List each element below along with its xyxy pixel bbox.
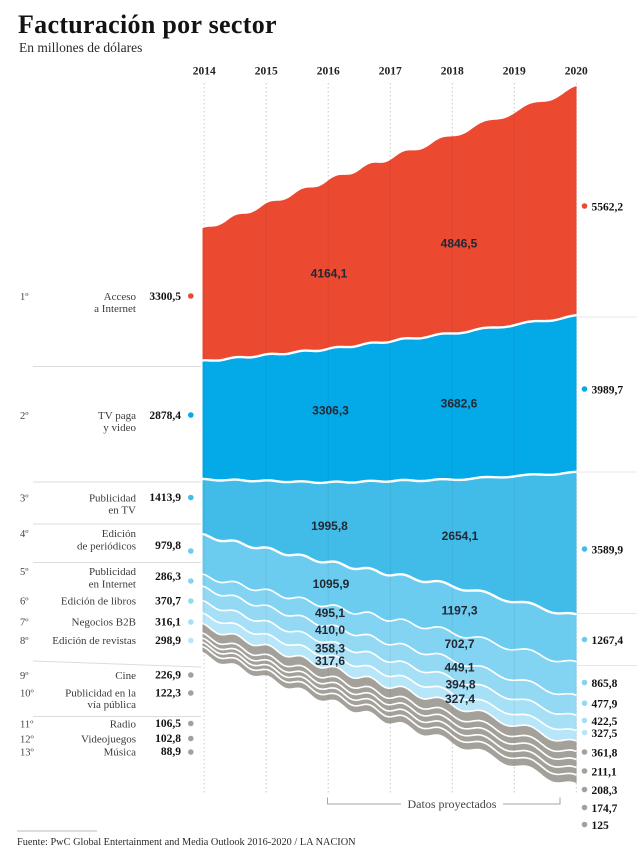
svg-text:2017: 2017 [379,66,402,78]
svg-text:3682,6: 3682,6 [441,397,478,411]
svg-text:1º: 1º [20,292,29,303]
svg-text:327,4: 327,4 [445,692,475,706]
svg-text:477,9: 477,9 [592,699,618,711]
svg-text:Edición de revistas: Edición de revistas [52,635,136,647]
svg-text:2654,1: 2654,1 [442,529,479,543]
svg-text:495,1: 495,1 [315,606,345,620]
svg-text:8º: 8º [20,636,29,647]
svg-text:Edición: Edición [102,528,137,540]
svg-text:2019: 2019 [503,66,526,78]
svg-text:1995,8: 1995,8 [311,519,348,533]
svg-text:1197,3: 1197,3 [441,604,477,618]
svg-text:211,1: 211,1 [592,767,617,779]
svg-text:1413,9: 1413,9 [149,492,181,504]
svg-text:208,3: 208,3 [592,785,618,797]
svg-text:422,5: 422,5 [592,716,618,728]
svg-text:11º: 11º [20,720,34,731]
svg-text:2018: 2018 [441,66,464,78]
svg-text:4º: 4º [20,529,29,540]
svg-text:286,3: 286,3 [155,571,181,583]
svg-text:Música: Música [104,747,137,759]
svg-text:Acceso: Acceso [104,291,137,303]
svg-text:en TV: en TV [108,505,136,517]
svg-text:Cine: Cine [115,670,136,682]
svg-text:12º: 12º [20,735,35,746]
svg-text:370,7: 370,7 [155,596,181,608]
svg-text:Videojuegos: Videojuegos [81,734,136,746]
svg-text:Radio: Radio [110,719,137,731]
svg-text:358,3: 358,3 [315,642,345,656]
svg-text:102,8: 102,8 [155,733,181,745]
svg-text:2014: 2014 [193,66,216,78]
svg-text:Edición de libros: Edición de libros [61,596,136,608]
svg-text:316,1: 316,1 [155,617,181,629]
svg-text:y video: y video [103,422,136,434]
svg-text:13º: 13º [20,748,35,759]
svg-text:Datos proyectados: Datos proyectados [408,797,497,811]
svg-text:7º: 7º [20,618,29,629]
svg-text:2015: 2015 [255,66,278,78]
svg-text:En millones de dólares: En millones de dólares [19,40,142,55]
svg-text:702,7: 702,7 [444,637,474,651]
svg-text:Publicidad en la: Publicidad en la [65,688,136,700]
svg-text:3589,9: 3589,9 [592,545,624,557]
svg-text:88,9: 88,9 [161,746,181,758]
svg-text:Publicidad: Publicidad [89,493,137,505]
svg-text:Publicidad: Publicidad [89,566,137,578]
svg-text:174,7: 174,7 [592,803,618,815]
svg-text:4164,1: 4164,1 [311,267,348,281]
svg-text:TV paga: TV paga [98,410,136,422]
svg-text:394,8: 394,8 [445,678,475,692]
svg-text:979,8: 979,8 [155,540,181,552]
svg-text:10º: 10º [20,689,35,700]
svg-text:a Internet: a Internet [94,303,136,315]
svg-text:Fuente: PwC Global Entertainme: Fuente: PwC Global Entertainment and Med… [17,837,356,848]
svg-text:3300,5: 3300,5 [149,291,181,303]
svg-text:en Internet: en Internet [89,579,136,591]
svg-text:5º: 5º [20,567,29,578]
svg-text:2º: 2º [20,411,29,422]
svg-text:122,3: 122,3 [155,688,181,700]
svg-text:9º: 9º [20,671,29,682]
svg-text:361,8: 361,8 [592,748,618,760]
svg-text:Facturación por sector: Facturación por sector [18,10,277,39]
svg-text:vía pública: vía pública [87,699,136,711]
svg-text:5562,2: 5562,2 [592,202,624,214]
svg-text:1095,9: 1095,9 [313,577,350,591]
svg-text:327,5: 327,5 [592,728,618,740]
svg-text:Negocios B2B: Negocios B2B [72,617,136,629]
svg-text:3989,7: 3989,7 [592,385,624,397]
svg-text:125: 125 [592,820,610,832]
svg-text:865,8: 865,8 [592,678,618,690]
svg-text:6º: 6º [20,597,29,608]
svg-text:410,0: 410,0 [315,623,345,637]
svg-text:2878,4: 2878,4 [149,410,181,422]
svg-text:317,6: 317,6 [315,654,345,668]
svg-text:3306,3: 3306,3 [312,404,349,418]
svg-text:4846,5: 4846,5 [441,237,478,251]
svg-text:106,5: 106,5 [155,718,181,730]
svg-text:449,1: 449,1 [444,661,474,675]
svg-text:226,9: 226,9 [155,670,181,682]
svg-text:2020: 2020 [565,66,588,78]
svg-text:de periódicos: de periódicos [77,541,136,553]
svg-text:1267,4: 1267,4 [592,635,624,647]
svg-text:2016: 2016 [317,66,340,78]
svg-text:3º: 3º [20,494,29,505]
svg-text:298,9: 298,9 [155,635,181,647]
